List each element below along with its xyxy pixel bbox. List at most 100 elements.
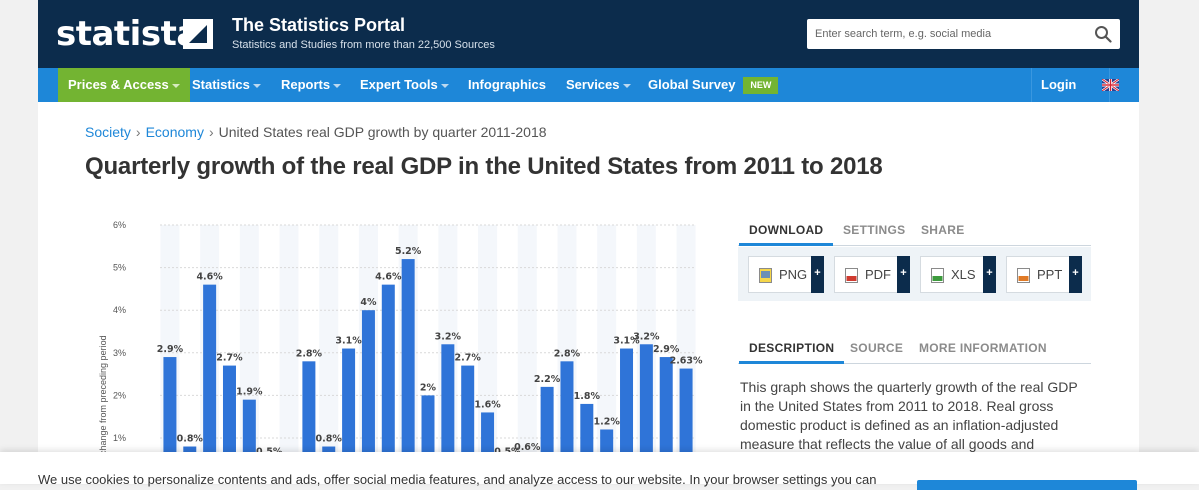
main-nav: Prices & Access Statistics Reports Exper… — [38, 68, 1139, 102]
bar-value-label: 0.8% — [316, 434, 343, 445]
bar — [342, 348, 356, 484]
download-pdf-button[interactable]: PDF + — [834, 256, 910, 293]
y-tick-label: 4% — [113, 305, 126, 315]
y-tick-label: 2% — [113, 390, 126, 400]
uk-flag-icon[interactable] — [1102, 79, 1119, 91]
y-tick-label: 3% — [113, 348, 126, 358]
download-label: PNG — [779, 267, 808, 282]
download-label: XLS — [951, 267, 976, 282]
nav-label: Prices & Access — [68, 77, 169, 92]
bar-value-label: 1.9% — [236, 387, 263, 398]
bar-value-label: 2.9% — [157, 344, 184, 355]
nav-expert-tools[interactable]: Expert Tools — [350, 68, 459, 102]
page: statista The Statistics Portal Statistic… — [38, 0, 1139, 484]
breadcrumb-economy[interactable]: Economy — [145, 124, 204, 140]
nav-reports[interactable]: Reports — [271, 68, 351, 102]
bar-value-label: 2.8% — [554, 348, 581, 359]
bar-value-label: 4% — [360, 297, 377, 308]
tab-download[interactable]: DOWNLOAD — [738, 223, 834, 246]
bar-value-label: 2.8% — [296, 348, 323, 359]
tab-more-information[interactable]: MORE INFORMATION — [919, 341, 1047, 355]
bar — [381, 284, 395, 484]
plus-icon[interactable]: + — [983, 256, 996, 293]
breadcrumb-current: United States real GDP growth by quarter… — [218, 124, 547, 140]
bar — [203, 284, 217, 484]
tab-share[interactable]: SHARE — [921, 223, 965, 237]
bar-value-label: 1.2% — [593, 416, 620, 427]
bar-value-label: 5.2% — [395, 246, 422, 257]
portal-subtitle: Statistics and Studies from more than 22… — [232, 39, 495, 51]
breadcrumb-separator: › — [208, 124, 214, 140]
breadcrumb: Society › Economy › United States real GDP g… — [85, 124, 547, 140]
info-tabs: DESCRIPTION SOURCE MORE INFORMATION — [738, 340, 1091, 364]
png-file-icon — [759, 268, 772, 283]
nav-global-survey[interactable]: Global Survey NEW — [638, 68, 788, 102]
nav-infographics[interactable]: Infographics — [458, 68, 556, 102]
chevron-down-icon — [440, 83, 449, 88]
bar-value-label: 2.63% — [670, 356, 703, 367]
bar-value-label: 0.5% — [256, 446, 283, 457]
bar-value-label: 4.6% — [375, 272, 402, 283]
nav-divider — [1031, 68, 1032, 102]
download-box: PNG + PDF + XLS + PPT + — [738, 247, 1091, 301]
login-label: Login — [1041, 77, 1077, 92]
bar-value-label: 3.2% — [633, 331, 660, 342]
cookie-banner: We use cookies to personalize contents a… — [0, 452, 1199, 490]
download-png-button[interactable]: PNG + — [748, 256, 824, 293]
bar-value-label: 1.8% — [574, 391, 601, 402]
bar — [441, 344, 455, 484]
statista-logo[interactable]: statista — [56, 14, 199, 54]
bar-value-label: 4.6% — [196, 272, 223, 283]
logo-mark-icon[interactable] — [183, 19, 213, 49]
column-band — [279, 225, 299, 484]
bar — [620, 348, 634, 484]
bar-value-label: 3.1% — [613, 336, 640, 347]
portal-title: The Statistics Portal — [232, 15, 406, 35]
chevron-down-icon — [622, 83, 631, 88]
bar-value-label: 0.5% — [494, 446, 521, 457]
gdp-bar-chart: 6% 5% 4% 3% 2% 1% t change from preceding peri… — [98, 220, 703, 484]
nav-services[interactable]: Services — [556, 68, 641, 102]
tab-settings[interactable]: SETTINGS — [843, 223, 906, 237]
cookie-accept-button[interactable] — [917, 480, 1137, 490]
y-tick-label: 6% — [113, 220, 126, 230]
tab-description[interactable]: DESCRIPTION — [738, 341, 845, 364]
y-axis-label: t change from preceding period — [98, 335, 108, 460]
column-band — [319, 225, 339, 484]
plus-icon[interactable]: + — [811, 256, 824, 293]
download-xls-button[interactable]: XLS + — [920, 256, 996, 293]
column-band — [517, 225, 537, 484]
nav-prices-access[interactable]: Prices & Access — [58, 68, 190, 102]
bar — [361, 310, 375, 484]
nav-label: Expert Tools — [360, 77, 438, 92]
bar — [401, 259, 415, 484]
bar-value-label: 0.6% — [514, 442, 541, 453]
tab-source[interactable]: SOURCE — [850, 341, 904, 355]
column-band — [597, 225, 617, 484]
nav-statistics[interactable]: Statistics — [182, 68, 271, 102]
ppt-file-icon — [1017, 268, 1030, 283]
download-ppt-button[interactable]: PPT + — [1006, 256, 1082, 293]
pdf-file-icon — [845, 268, 858, 283]
download-label: PDF — [865, 267, 891, 282]
bar-value-label: 2.7% — [455, 353, 482, 364]
bar-value-label: 2% — [420, 382, 437, 393]
xls-file-icon — [931, 268, 944, 283]
breadcrumb-society[interactable]: Society — [85, 124, 131, 140]
download-label: PPT — [1037, 267, 1063, 282]
search-input[interactable] — [807, 19, 1077, 49]
chevron-down-icon — [171, 83, 180, 88]
search-icon[interactable] — [1094, 25, 1112, 43]
plus-icon[interactable]: + — [897, 256, 910, 293]
plus-icon[interactable]: + — [1069, 256, 1082, 293]
nav-label: Reports — [281, 77, 331, 92]
bar-value-label: 2.7% — [216, 353, 243, 364]
chevron-down-icon — [252, 83, 261, 88]
download-tabs: DOWNLOAD SETTINGS SHARE — [738, 222, 1091, 246]
y-tick-label: 5% — [113, 263, 126, 273]
nav-label: Services — [566, 77, 620, 92]
bar-value-label: 3.2% — [435, 331, 462, 342]
bar-value-label: 2.2% — [534, 374, 561, 385]
login-link[interactable]: Login — [1031, 68, 1086, 102]
site-header: statista The Statistics Portal Statistic… — [38, 0, 1139, 68]
